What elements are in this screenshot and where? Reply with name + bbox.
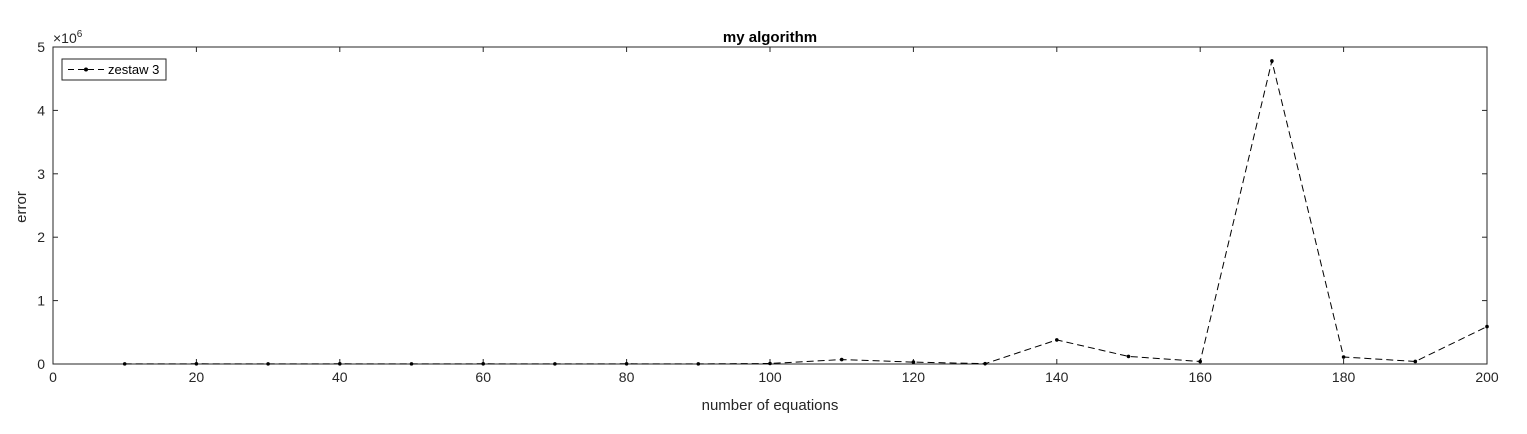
y-tick-label: 1 [37, 293, 45, 309]
x-tick-label: 180 [1332, 369, 1356, 385]
data-point [1485, 324, 1489, 329]
data-point [983, 361, 987, 366]
plot-axes [52, 46, 1488, 365]
data-point [1055, 338, 1059, 342]
data-point [696, 362, 701, 366]
x-tick-label: 40 [332, 369, 348, 385]
y-tick-label: 5 [37, 39, 45, 55]
x-tick-label: 140 [1045, 369, 1069, 385]
data-point [1270, 59, 1274, 63]
x-tick-label: 200 [1475, 369, 1499, 385]
legend: zestaw 3 [61, 58, 167, 81]
axes-box [52, 46, 1488, 365]
y-exponent-power: 6 [77, 29, 83, 40]
data-point [553, 362, 557, 366]
data-point [409, 362, 414, 366]
svg-text:×106: ×106 [53, 29, 83, 46]
legend-box [61, 58, 167, 81]
data-point [768, 361, 772, 366]
data-point [122, 362, 127, 366]
data-point [911, 360, 916, 364]
data-point [1413, 359, 1418, 364]
data-point [338, 362, 342, 366]
y-exponent-label: ×106 [53, 29, 83, 46]
x-axis-title: number of equations [702, 397, 839, 414]
legend-marker [84, 67, 88, 72]
data-point [624, 362, 629, 366]
data-point [194, 362, 199, 366]
y-axis-title: error [13, 191, 30, 223]
x-tick-label: 20 [189, 369, 205, 385]
y-tick-label: 3 [37, 166, 45, 182]
chart-title: my algorithm [723, 29, 817, 46]
data-point [266, 362, 270, 366]
data-point [481, 362, 486, 366]
x-tick-label: 160 [1189, 369, 1213, 385]
x-tick-label: 60 [475, 369, 491, 385]
data-point [839, 357, 844, 362]
data-point [1198, 359, 1202, 364]
y-tick-label: 0 [37, 356, 45, 372]
x-axis-ticks: 0 20 40 60 80 100 120 140 160 180 200 [49, 47, 1499, 385]
x-tick-label: 0 [49, 369, 57, 385]
y-exponent-base: ×10 [53, 30, 77, 46]
y-axis-ticks: 0 1 2 3 4 5 [37, 39, 1487, 372]
data-point [1341, 355, 1346, 359]
x-tick-label: 80 [619, 369, 635, 385]
y-tick-label: 2 [37, 229, 45, 245]
plot-area [122, 59, 1489, 366]
x-tick-label: 120 [902, 369, 926, 385]
data-point [1126, 354, 1131, 359]
x-tick-label: 100 [758, 369, 782, 385]
legend-entry-zestaw-3: zestaw 3 [108, 62, 159, 77]
series-line-zestaw-3 [124, 60, 1488, 365]
y-tick-label: 4 [37, 102, 45, 118]
